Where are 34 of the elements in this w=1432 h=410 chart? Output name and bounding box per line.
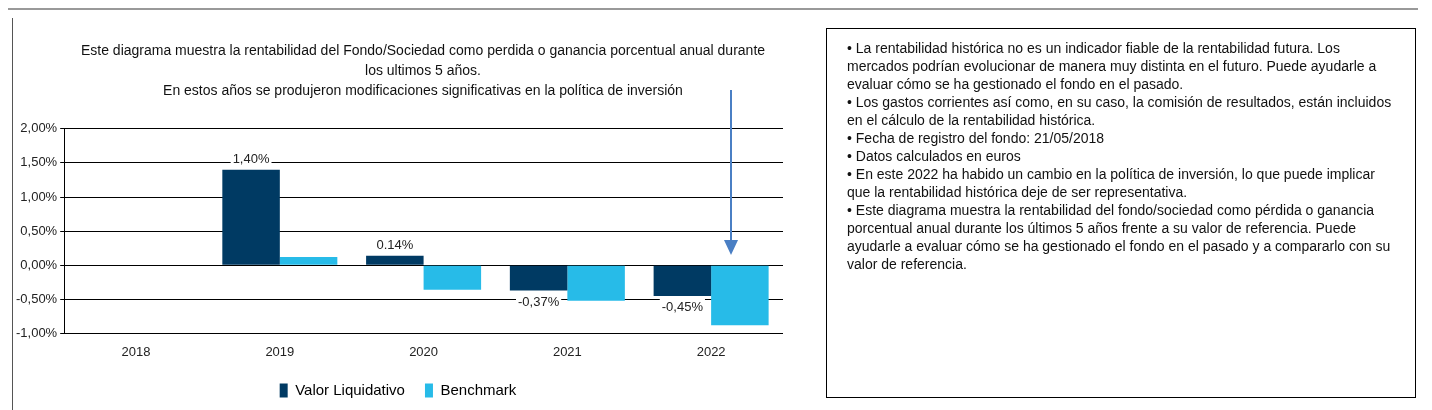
bar xyxy=(653,265,712,296)
bar xyxy=(222,169,280,265)
data-label: 1,40% xyxy=(232,150,270,166)
chart-title: Este diagrama muestra la rentabilidad del Fondo/Sociedad como perdida o ganancia porcentual anual durante los ultimos 5 años. xyxy=(79,41,767,80)
x-tick-label: 2022 xyxy=(696,343,726,359)
text: • Este diagrama muestra la rentabilidad del fondo/sociedad como pérdida o ganancia porcentual anual durante los últimos 5 años frente a su valor de referencia. Puede ayudarle a evaluar cómo se ha gestionado el fondo en el pasado y a compararlo con su valor de referencia. xyxy=(847,201,1392,273)
x-tick-label: 2018 xyxy=(121,343,151,359)
text: • Datos calculados en euros xyxy=(847,147,1022,165)
text: • Los gastos corrientes así como, en su caso, la comisión de resultados, están incluidos en el cálculo de la rentabilidad histórica. xyxy=(847,93,1393,129)
bar xyxy=(279,257,338,265)
y-tick-label: 1,50% xyxy=(20,154,58,170)
y-tick-label: -1,00% xyxy=(15,324,58,340)
data-label: -0,45% xyxy=(661,298,704,314)
x-tick-label: 2020 xyxy=(409,343,439,359)
y-tick-label: -0,50% xyxy=(15,290,58,306)
y-tick-label: 1,00% xyxy=(20,188,58,204)
x-tick-label: 2021 xyxy=(552,343,582,359)
bar xyxy=(366,255,424,265)
data-label: -0,37% xyxy=(518,293,560,309)
chart-subtitle: En estos años se produjeron modificaciones significativas en la política de inversión xyxy=(162,81,684,100)
bar xyxy=(711,265,769,326)
legend-label: Benchmark xyxy=(440,380,517,398)
y-tick-label: 0,50% xyxy=(20,222,58,238)
data-label: 0.14% xyxy=(376,236,414,252)
bar xyxy=(567,265,625,301)
y-tick-label: 2,00% xyxy=(20,120,58,136)
legend-label: Valor Liquidativo xyxy=(295,380,405,398)
text: • Fecha de registro del fondo: 21/05/2018 xyxy=(847,129,1106,147)
text: • En este 2022 ha habido un cambio en la política de inversión, lo que puede implicar que la rentabilidad histórica deje de ser representativa. xyxy=(847,165,1376,201)
bar xyxy=(509,265,568,291)
text: • La rentabilidad histórica no es un indicador fiable de la rentabilidad futura. Los mercados podrían evolucionar de manera muy distinta en el futuro. Puede ayudarle a evaluar cómo se ha gestionado el fondo en el pasado. xyxy=(847,39,1378,93)
y-tick-label: 0,00% xyxy=(20,256,58,272)
x-tick-label: 2019 xyxy=(265,343,295,359)
bar xyxy=(423,265,482,290)
